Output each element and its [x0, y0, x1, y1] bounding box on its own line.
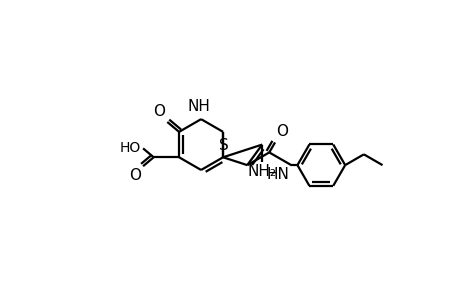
Text: NH₂: NH₂	[247, 164, 276, 179]
Text: O: O	[129, 168, 140, 183]
Text: S: S	[218, 138, 228, 153]
Text: HN: HN	[266, 167, 289, 182]
Text: O: O	[276, 124, 288, 139]
Text: NH: NH	[187, 99, 210, 114]
Text: O: O	[153, 104, 165, 119]
Text: HO: HO	[119, 141, 140, 155]
